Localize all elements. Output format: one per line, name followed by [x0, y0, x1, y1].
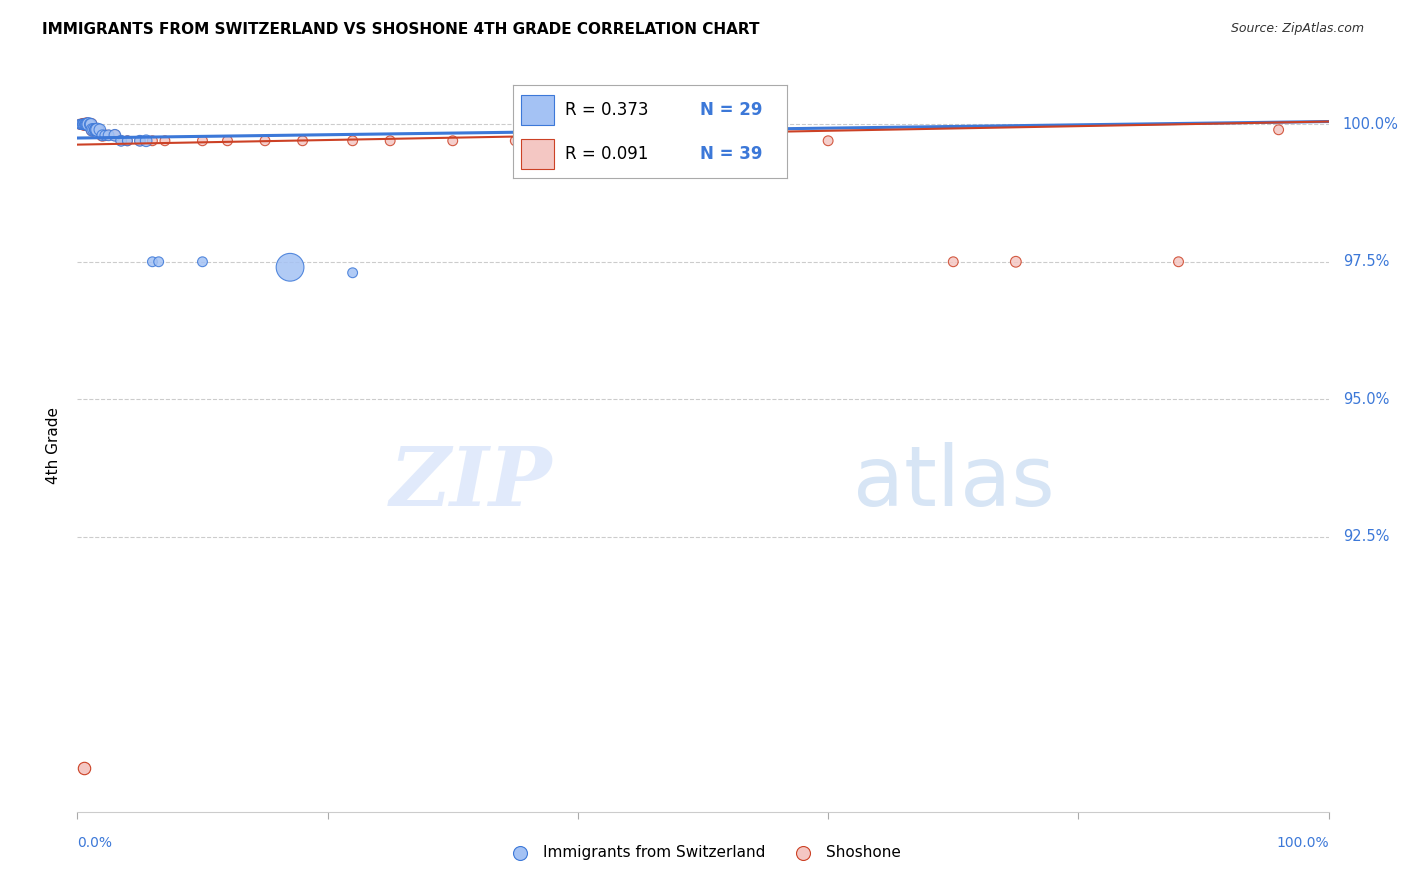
Text: 92.5%: 92.5%	[1343, 529, 1389, 544]
Point	[278, 260, 301, 275]
Text: 100.0%: 100.0%	[1277, 836, 1329, 850]
Point	[630, 134, 652, 148]
Point	[567, 134, 589, 148]
Point	[75, 117, 97, 131]
Point	[692, 134, 714, 148]
Point	[380, 134, 402, 148]
Point	[97, 128, 120, 143]
Point	[82, 122, 104, 136]
Point	[141, 254, 163, 268]
Point	[94, 128, 117, 143]
Point	[129, 134, 152, 148]
Point	[69, 117, 91, 131]
Text: IMMIGRANTS FROM SWITZERLAND VS SHOSHONE 4TH GRADE CORRELATION CHART: IMMIGRANTS FROM SWITZERLAND VS SHOSHONE …	[42, 22, 759, 37]
Point	[72, 117, 94, 131]
Point	[942, 254, 965, 268]
Point	[135, 134, 157, 148]
Point	[72, 761, 94, 775]
Point	[1005, 254, 1028, 268]
Point	[91, 128, 114, 143]
Text: R = 0.091: R = 0.091	[565, 145, 648, 163]
Text: N = 29: N = 29	[700, 101, 762, 119]
Point	[83, 122, 105, 136]
Point	[83, 122, 105, 136]
Point	[73, 117, 96, 131]
Point	[69, 117, 91, 131]
Text: 100.0%: 100.0%	[1343, 117, 1399, 132]
Text: ZIP: ZIP	[391, 442, 553, 523]
Point	[191, 254, 214, 268]
Point	[817, 134, 839, 148]
FancyBboxPatch shape	[522, 95, 554, 125]
Point	[441, 134, 464, 148]
Point	[79, 117, 101, 131]
Point	[76, 117, 98, 131]
Point	[110, 134, 132, 148]
FancyBboxPatch shape	[522, 139, 554, 169]
Point	[72, 117, 94, 131]
Point	[80, 117, 103, 131]
Point	[217, 134, 239, 148]
Point	[86, 122, 108, 136]
Point	[342, 266, 364, 280]
Text: R = 0.373: R = 0.373	[565, 101, 648, 119]
Y-axis label: 4th Grade: 4th Grade	[46, 408, 62, 484]
Text: 97.5%: 97.5%	[1343, 254, 1389, 269]
Point	[191, 134, 214, 148]
Point	[342, 134, 364, 148]
Text: Source: ZipAtlas.com: Source: ZipAtlas.com	[1230, 22, 1364, 36]
Point	[1167, 254, 1189, 268]
Text: atlas: atlas	[853, 442, 1054, 523]
Text: 0.0%: 0.0%	[77, 836, 112, 850]
Point	[70, 117, 93, 131]
Point	[1267, 122, 1289, 136]
Point	[80, 117, 103, 131]
Text: N = 39: N = 39	[700, 145, 762, 163]
Point	[253, 134, 276, 148]
Point	[77, 117, 100, 131]
Point	[117, 134, 139, 148]
Point	[75, 117, 97, 131]
Text: 95.0%: 95.0%	[1343, 392, 1389, 407]
Point	[97, 128, 120, 143]
Point	[83, 122, 105, 136]
Point	[89, 122, 111, 136]
Point	[82, 122, 104, 136]
Point	[70, 117, 93, 131]
Point	[84, 122, 107, 136]
Point	[505, 134, 527, 148]
Point	[73, 117, 96, 131]
Point	[104, 128, 127, 143]
Point	[91, 128, 114, 143]
Point	[72, 117, 94, 131]
Point	[141, 134, 163, 148]
Point	[94, 128, 117, 143]
Point	[79, 117, 101, 131]
Point	[153, 134, 176, 148]
Point	[87, 122, 110, 136]
Point	[110, 134, 132, 148]
Legend: Immigrants from Switzerland, Shoshone: Immigrants from Switzerland, Shoshone	[499, 839, 907, 866]
Point	[291, 134, 314, 148]
Point	[117, 134, 139, 148]
Point	[77, 117, 100, 131]
Point	[129, 134, 152, 148]
Point	[76, 117, 98, 131]
Point	[84, 122, 107, 136]
Point	[104, 128, 127, 143]
Point	[72, 117, 94, 131]
Point	[148, 254, 170, 268]
